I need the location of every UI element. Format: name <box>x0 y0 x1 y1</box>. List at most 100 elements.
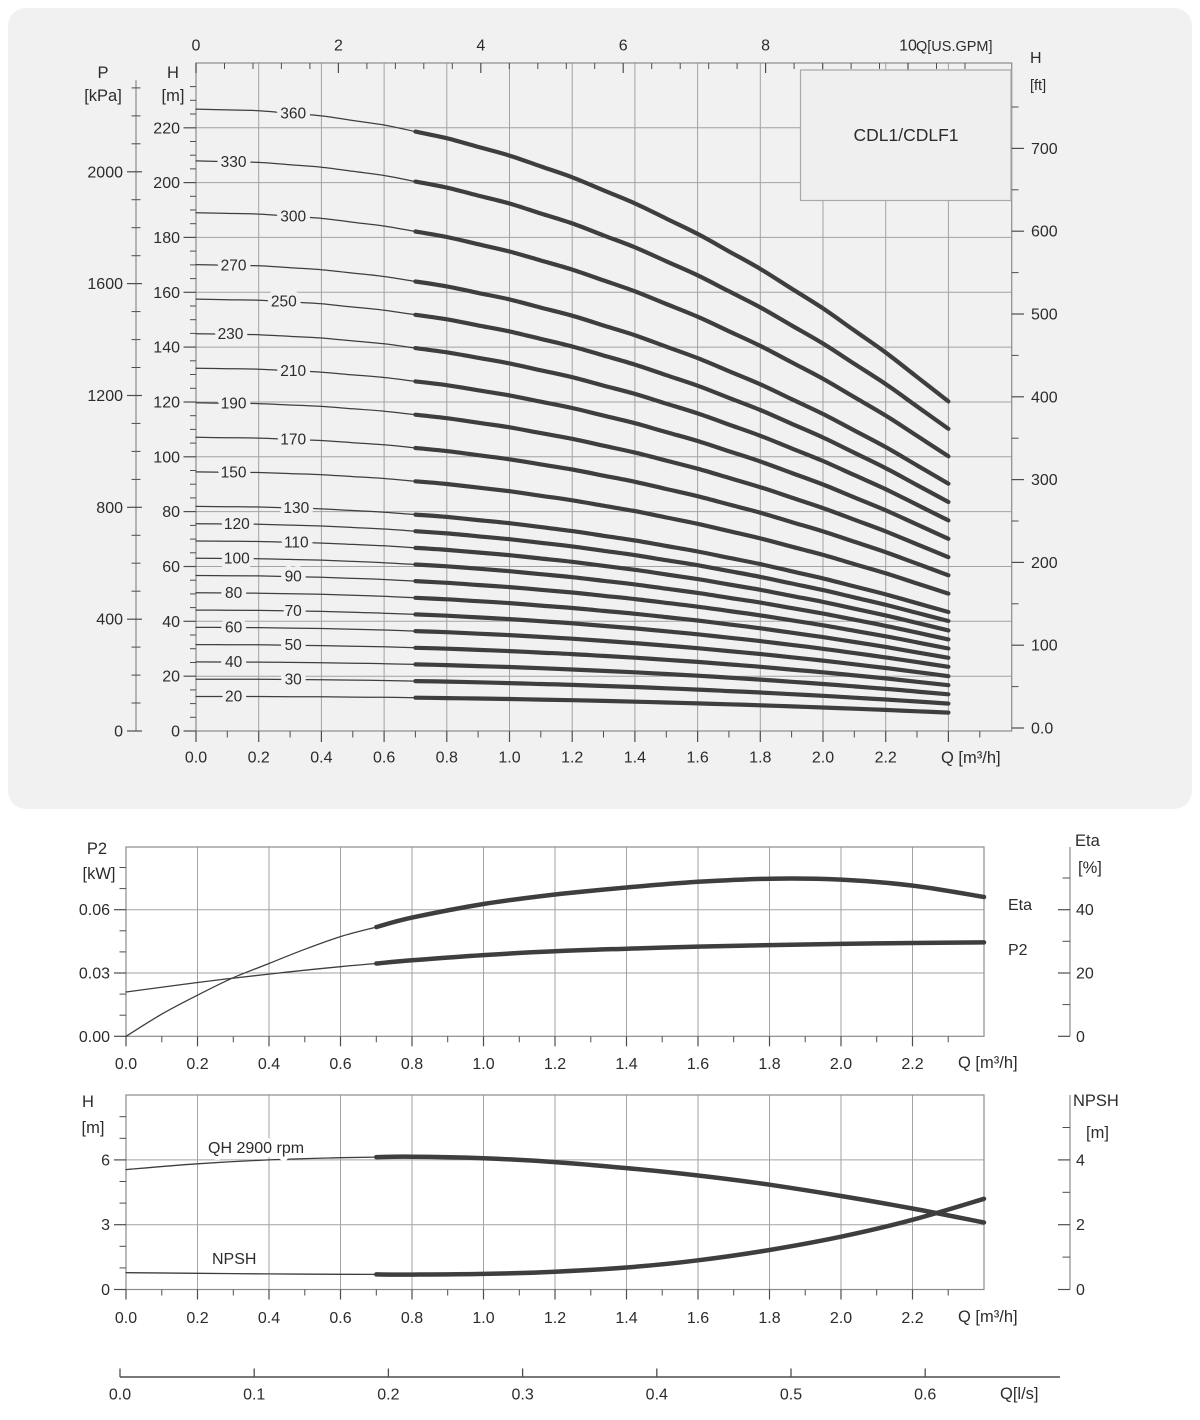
curve-label-170: 170 <box>280 431 306 448</box>
main-x-tick-label: 0.8 <box>436 750 458 767</box>
main-x-tick-label: 2.0 <box>812 750 834 767</box>
curve-label-40: 40 <box>225 654 243 671</box>
h-axis-tick-label: 120 <box>153 395 180 412</box>
ft-axis-tick-label: 600 <box>1031 224 1058 241</box>
gpm-tick-label: 10 <box>899 38 917 55</box>
curve-150-thin <box>195 471 417 482</box>
eta-tick-label: 0 <box>1076 1029 1085 1046</box>
npsh-tick-label: 2 <box>1076 1217 1085 1234</box>
curve-30-thin <box>195 678 417 682</box>
curve-100-thin <box>195 557 417 566</box>
p-axis-tick-label: 1200 <box>87 388 123 405</box>
main-x-tick-label: 0.6 <box>373 750 395 767</box>
curve-210-thin <box>195 367 417 383</box>
main-x-tick-label: 1.4 <box>624 750 646 767</box>
ft-axis-tick-label: 200 <box>1031 555 1058 572</box>
hn-x-tick-label: 0.6 <box>329 1310 351 1327</box>
p2-x-tick-label: 0.2 <box>186 1056 208 1073</box>
curve-130-thin <box>195 505 417 516</box>
main-x-tick-label: 0.4 <box>310 750 332 767</box>
ls-axis-title: Q[l/s] <box>1000 1385 1039 1403</box>
curve-190-thin <box>195 402 417 416</box>
hn-left-tick-label: 0 <box>101 1282 110 1299</box>
p2-x-tick-label: 1.0 <box>472 1056 494 1073</box>
curve-70-thin <box>195 609 417 616</box>
p2-x-tick-label: 0.8 <box>401 1056 423 1073</box>
ls-tick-label: 0.5 <box>780 1387 802 1404</box>
curve-90-thick <box>413 579 951 651</box>
hn-x-tick-label: 1.8 <box>758 1310 780 1327</box>
npsh-axis-unit: [m] <box>1086 1124 1109 1142</box>
curve-360-thick <box>413 129 951 404</box>
series-NPSH-thin <box>125 1272 377 1276</box>
npsh-tick-label: 4 <box>1076 1152 1085 1169</box>
curve-label-20: 20 <box>225 689 243 706</box>
curve-70-thick <box>413 612 951 669</box>
h-axis-unit: [m] <box>162 87 185 105</box>
curve-250-thin <box>195 298 417 316</box>
main-x-tick-label: 1.8 <box>749 750 771 767</box>
p2-x-axis-title: Q [m³/h] <box>958 1054 1018 1072</box>
gpm-axis-title: Q[US.GPM] <box>916 39 993 55</box>
curve-label-150: 150 <box>221 464 247 481</box>
h2-axis-unit: [m] <box>82 1119 105 1137</box>
p-axis-tick-label: 400 <box>96 612 123 629</box>
main-x-tick-label: 2.2 <box>875 750 897 767</box>
hn-x-tick-label: 0.8 <box>401 1310 423 1327</box>
p2-x-tick-label: 1.2 <box>544 1056 566 1073</box>
p2-curve-label: P2 <box>1008 942 1028 959</box>
p-axis-tick-label: 800 <box>96 500 123 517</box>
curve-60-thin <box>195 626 417 632</box>
gpm-tick-label: 8 <box>761 38 770 55</box>
curve-40-thin <box>195 661 417 666</box>
ls-tick-label: 0.4 <box>646 1387 668 1404</box>
main-x-tick-label: 0.0 <box>185 750 207 767</box>
curve-130-thick <box>413 512 951 615</box>
curve-label-230: 230 <box>218 326 244 343</box>
npsh-curve-label: NPSH <box>212 1251 256 1268</box>
ls-tick-label: 0.1 <box>243 1387 265 1404</box>
series-QH-2900-rpm-thin <box>125 1156 377 1171</box>
curve-120-thick <box>413 529 951 624</box>
generated-chart-layer: 0204060801001201401601802002200400800120… <box>79 38 1094 1404</box>
curve-100-thick <box>413 562 951 642</box>
curve-label-210: 210 <box>280 363 306 380</box>
p-axis-tick-label: 1600 <box>87 276 123 293</box>
ft-axis-tick-label: 400 <box>1031 389 1058 406</box>
h-axis-tick-label: 100 <box>153 449 180 466</box>
curve-80-thin <box>195 592 417 599</box>
ft-axis-tick-label: 300 <box>1031 472 1058 489</box>
series-QH-2900-rpm-thick <box>374 1154 987 1225</box>
h-axis-tick-label: 180 <box>153 230 180 247</box>
eta-tick-label: 40 <box>1076 902 1094 919</box>
curve-230-thin <box>195 333 417 349</box>
p2-x-tick-label: 0.4 <box>258 1056 280 1073</box>
hn-x-tick-label: 2.2 <box>901 1310 923 1327</box>
p2-axis-unit: [kW] <box>83 865 116 883</box>
curve-label-360: 360 <box>280 106 306 123</box>
gpm-tick-label: 0 <box>192 38 201 55</box>
h-x-axis-title: Q [m³/h] <box>958 1308 1018 1326</box>
main-x-tick-label: 1.2 <box>561 750 583 767</box>
curve-label-50: 50 <box>285 637 303 654</box>
curve-label-250: 250 <box>271 294 297 311</box>
curve-label-90: 90 <box>285 569 303 586</box>
hn-x-tick-label: 0.4 <box>258 1310 280 1327</box>
p-axis-tick-label: 0 <box>114 724 123 741</box>
curve-330-thin <box>195 160 417 183</box>
hn-left-tick-label: 3 <box>101 1217 110 1234</box>
curve-80-thick <box>413 595 951 660</box>
curve-label-270: 270 <box>221 257 247 274</box>
p2-left-tick-label: 0.03 <box>79 966 110 983</box>
curve-330-thick <box>413 179 951 431</box>
curve-50-thin <box>195 643 417 649</box>
p2-x-tick-label: 1.8 <box>758 1056 780 1073</box>
gpm-tick-label: 4 <box>476 38 485 55</box>
p2-x-tick-label: 2.2 <box>901 1056 923 1073</box>
ft-axis-tick-label: 100 <box>1031 638 1058 655</box>
series-P2-thin <box>125 962 377 993</box>
series-Eta-thick <box>374 876 987 930</box>
curve-210-thick <box>413 379 951 541</box>
